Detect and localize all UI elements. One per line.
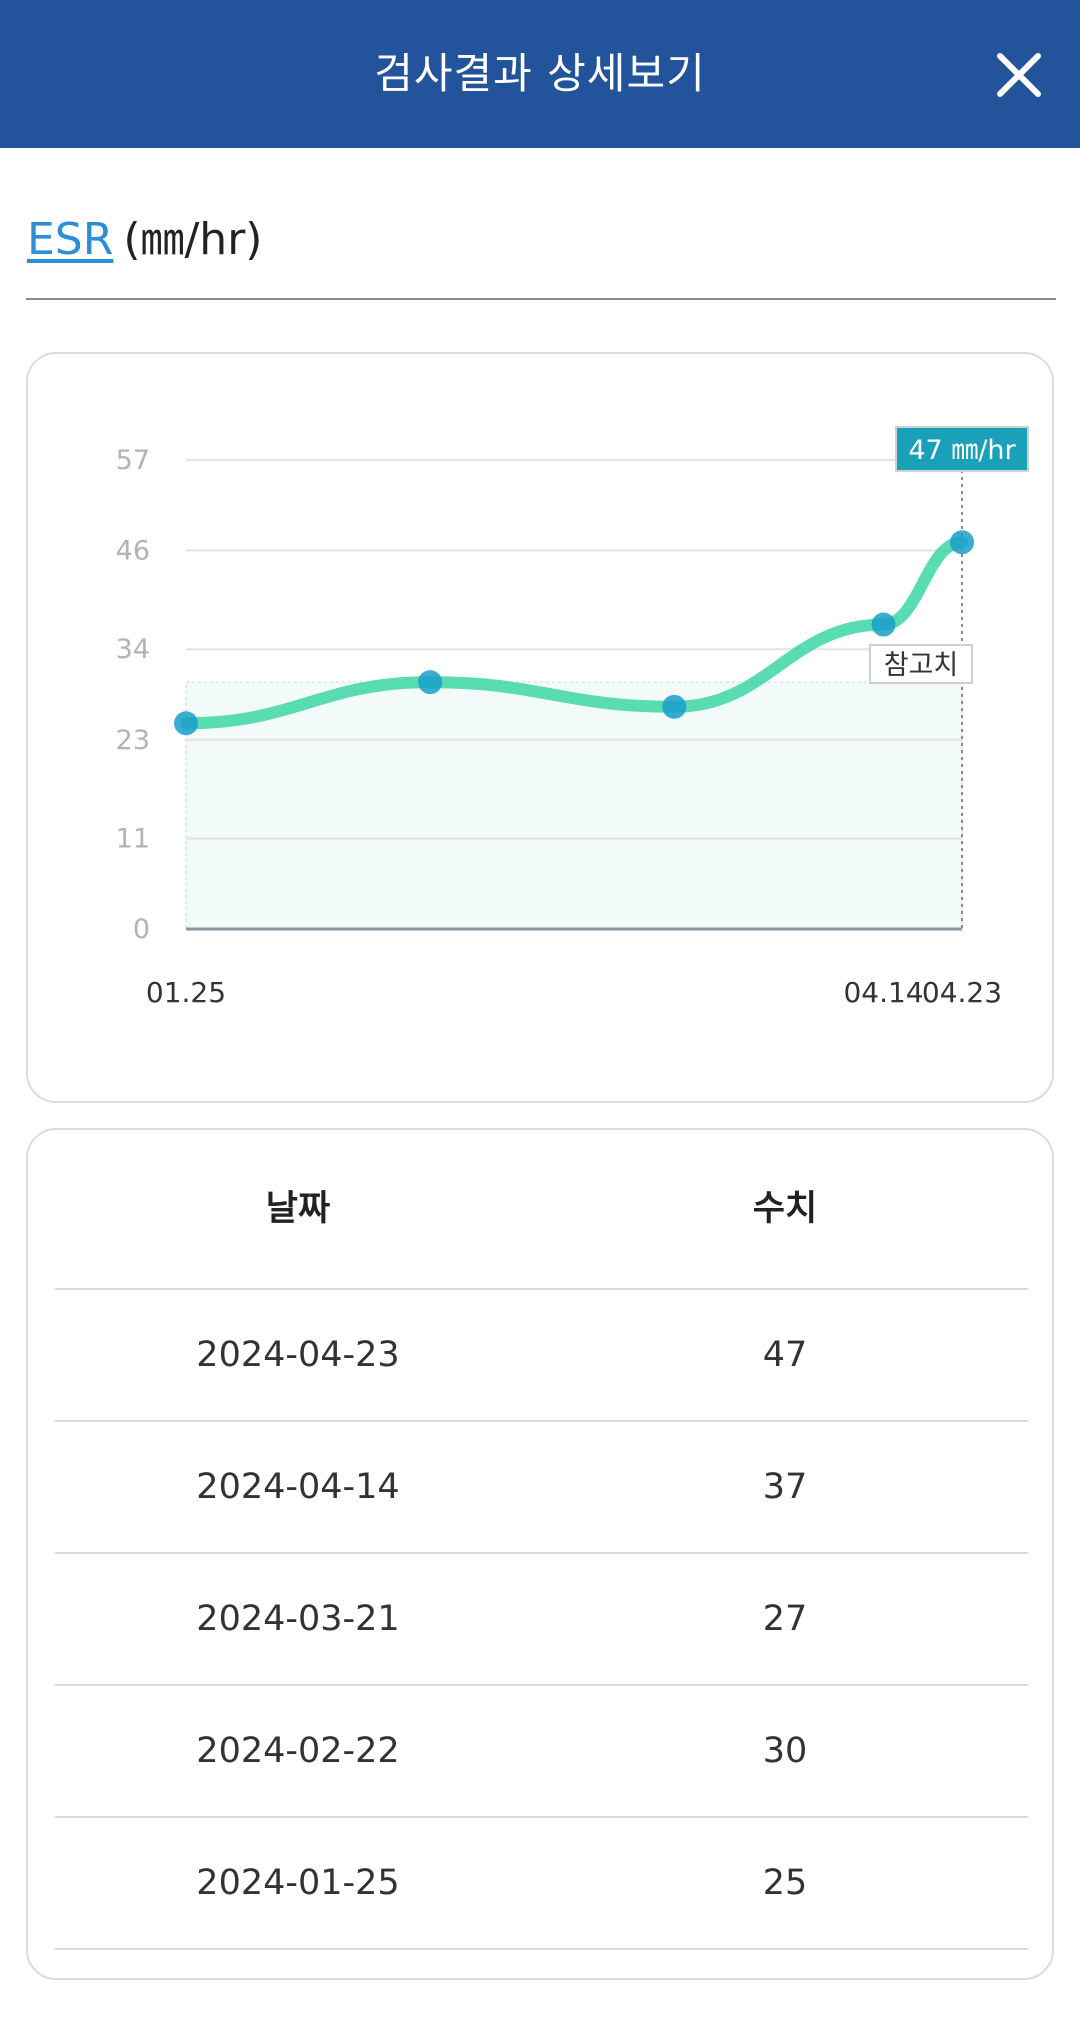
y-tick-label: 46: [116, 536, 150, 567]
value-tooltip: 47 ㎜/hr: [908, 435, 1016, 466]
y-tick-label: 11: [116, 823, 150, 854]
test-item-name-link[interactable]: ESR: [27, 214, 114, 265]
y-tick-label: 0: [133, 914, 150, 945]
row-value: 27: [762, 1599, 808, 1639]
data-point: [662, 694, 687, 719]
row-value: 30: [762, 1731, 808, 1771]
table-header-value: 수치: [752, 1189, 818, 1229]
y-tick-label: 23: [116, 725, 150, 756]
x-tick-label: 04.23: [922, 976, 1002, 1009]
page-title: 검사결과 상세보기: [374, 49, 706, 98]
reference-range-band: [185, 681, 963, 930]
data-point: [950, 530, 974, 555]
test-item-unit: (㎜/hr): [123, 214, 263, 265]
table-row: 2024-04-23 47: [55, 1290, 1028, 1422]
close-button[interactable]: [976, 34, 1060, 114]
table-header-row: 날짜 수치: [55, 1130, 1028, 1290]
app-header: 검사결과 상세보기: [0, 0, 1080, 148]
row-date: 2024-04-14: [196, 1467, 400, 1507]
data-point: [174, 711, 198, 736]
reference-label: 참고치: [884, 650, 959, 681]
close-icon: [997, 53, 1041, 97]
results-table: 날짜 수치 2024-04-23 47 2024-04-14 37 2024-0…: [26, 1128, 1054, 1980]
chart-card: 57 46 34 23 11 0 01.25 04.14 04.23 참고치 47 ㎜/hr: [26, 352, 1054, 1103]
x-tick-label: 01.25: [146, 976, 226, 1009]
row-date: 2024-02-22: [196, 1731, 400, 1771]
table-row: 2024-04-14 37: [55, 1422, 1028, 1554]
table-header-date: 날짜: [265, 1189, 331, 1229]
test-item-title: ESR (㎜/hr): [27, 210, 262, 270]
row-date: 2024-03-21: [196, 1599, 400, 1639]
table-row: 2024-03-21 27: [55, 1554, 1028, 1686]
row-value: 37: [762, 1467, 808, 1507]
row-date: 2024-04-23: [196, 1335, 400, 1375]
y-tick-label: 57: [116, 445, 150, 476]
reference-label-box: [869, 644, 973, 684]
data-point: [418, 670, 443, 695]
y-tick-label: 34: [116, 634, 150, 665]
table-row: 2024-02-22 30: [55, 1686, 1028, 1818]
data-point: [871, 612, 896, 637]
row-date: 2024-01-25: [196, 1863, 400, 1903]
title-divider: [26, 298, 1056, 300]
row-value: 25: [762, 1863, 808, 1903]
row-value: 47: [762, 1335, 808, 1375]
value-tooltip-box: [895, 426, 1029, 472]
x-tick-label: 04.14: [843, 976, 923, 1009]
table-row: 2024-01-25 25: [55, 1818, 1028, 1950]
